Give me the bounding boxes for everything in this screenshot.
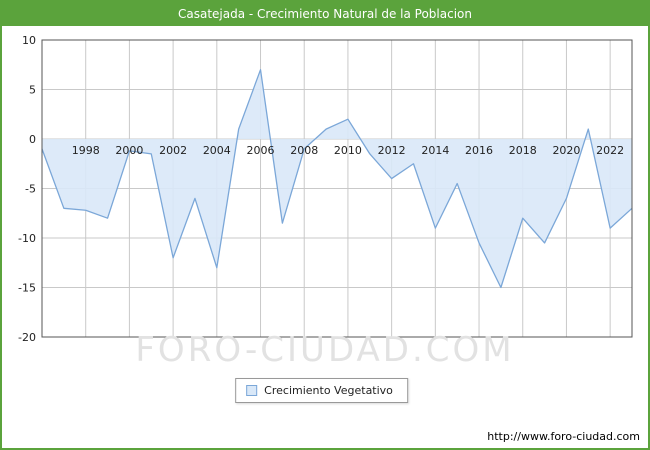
legend-label: Crecimiento Vegetativo xyxy=(264,384,393,397)
svg-text:10: 10 xyxy=(22,34,36,47)
svg-text:-10: -10 xyxy=(18,232,36,245)
footer-link[interactable]: http://www.foro-ciudad.com xyxy=(487,430,640,443)
svg-text:2018: 2018 xyxy=(509,144,537,157)
svg-text:2020: 2020 xyxy=(552,144,580,157)
svg-text:2000: 2000 xyxy=(115,144,143,157)
svg-text:-15: -15 xyxy=(18,282,36,295)
svg-text:-5: -5 xyxy=(25,183,36,196)
svg-text:2004: 2004 xyxy=(203,144,231,157)
svg-text:2012: 2012 xyxy=(378,144,406,157)
svg-text:2014: 2014 xyxy=(421,144,449,157)
svg-text:2022: 2022 xyxy=(596,144,624,157)
svg-text:1998: 1998 xyxy=(72,144,100,157)
svg-text:5: 5 xyxy=(29,84,36,97)
svg-text:2010: 2010 xyxy=(334,144,362,157)
legend-swatch-icon xyxy=(246,385,258,396)
svg-text:2002: 2002 xyxy=(159,144,187,157)
legend: Crecimiento Vegetativo xyxy=(235,378,408,403)
svg-text:2008: 2008 xyxy=(290,144,318,157)
svg-text:2016: 2016 xyxy=(465,144,493,157)
chart-title-bar: Casatejada - Crecimiento Natural de la P… xyxy=(2,2,648,26)
svg-text:2006: 2006 xyxy=(247,144,275,157)
svg-text:0: 0 xyxy=(29,133,36,146)
chart-title: Casatejada - Crecimiento Natural de la P… xyxy=(177,7,472,21)
svg-text:-20: -20 xyxy=(18,331,36,344)
